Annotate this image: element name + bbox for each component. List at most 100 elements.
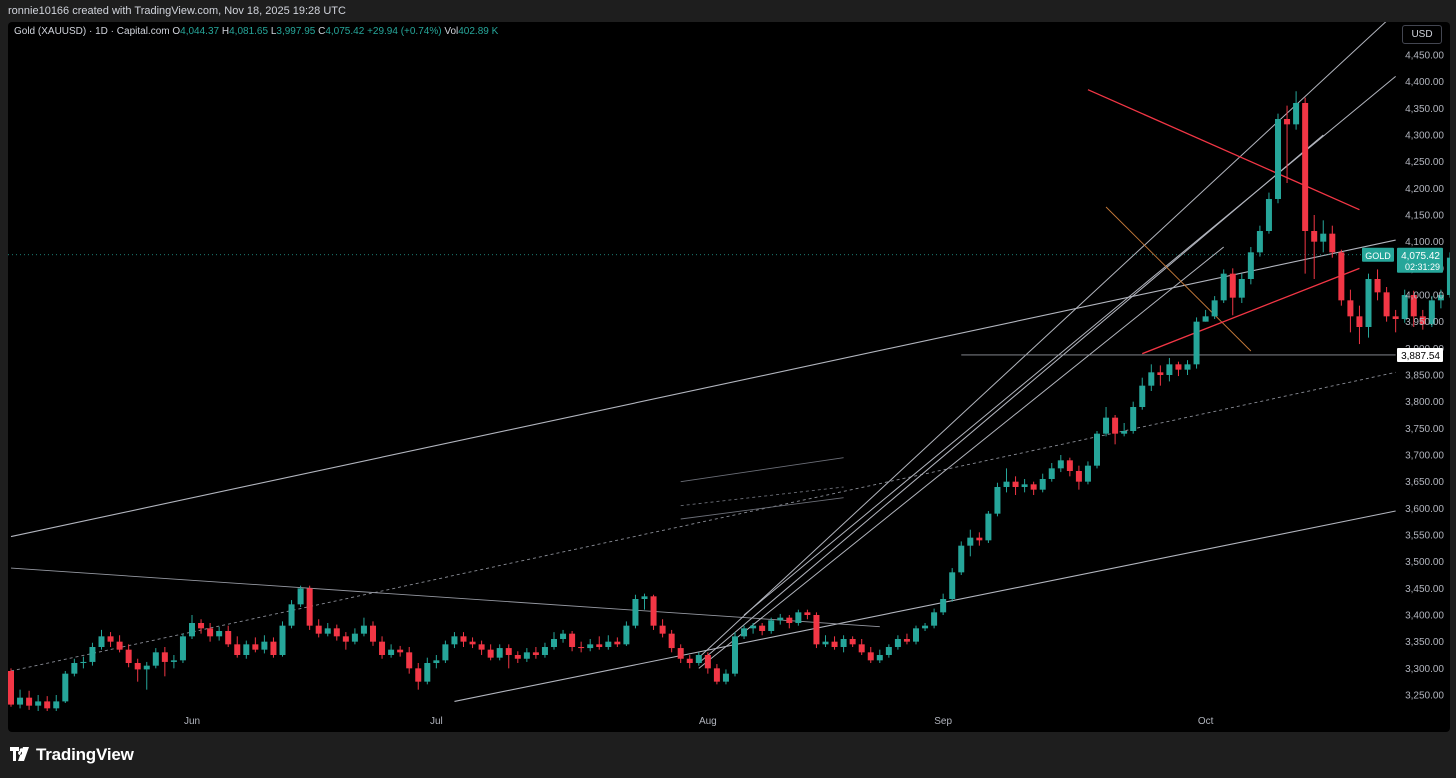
candle-body [659, 625, 666, 634]
candle-body [994, 487, 1001, 514]
candle-body [1112, 417, 1119, 434]
candle-body [478, 644, 485, 650]
y-axis-tick-label: 3,700.00 [1405, 451, 1444, 462]
volume-label: Vol [444, 26, 459, 37]
candle-body [795, 612, 802, 623]
candle-body [1220, 273, 1227, 301]
candle-body [279, 625, 286, 655]
candle-body [768, 620, 775, 631]
candle-body [306, 588, 313, 626]
mid-channel-dashed-line [10, 371, 1396, 672]
candle-body [351, 633, 358, 642]
candle-body [867, 652, 874, 661]
y-axis-tick-label: 3,350.00 [1405, 637, 1444, 648]
symbol-price-tag [1362, 247, 1394, 262]
candle-body [1175, 364, 1182, 370]
candle-body [370, 625, 376, 642]
candlestick-chart[interactable]: 3,250.00 3,300.00 3,350.00 3,400.00 3,450.00… [8, 22, 1450, 732]
fan-line-2 [698, 134, 1324, 664]
y-axis-tick-label: 3,250.00 [1405, 691, 1444, 702]
y-axis-tick-label: 3,450.00 [1405, 584, 1444, 595]
candle-body [885, 647, 892, 655]
y-axis-tick-label: 3,650.00 [1405, 477, 1444, 488]
short-line-b [680, 486, 844, 507]
candle-body [650, 596, 657, 626]
candle-body [469, 641, 476, 645]
candle-body [1347, 300, 1354, 317]
candle-body [1157, 372, 1164, 375]
credit-text: ronnie10166 created with TradingView.com… [8, 5, 346, 17]
candle-body [234, 644, 241, 655]
candle-body [722, 673, 729, 682]
candle-body [1256, 231, 1263, 253]
candle-body [913, 628, 919, 642]
currency-button[interactable]: USD [1402, 25, 1442, 44]
level-price-tag [1397, 347, 1443, 362]
y-axis-tick-label: 4,250.00 [1405, 157, 1444, 168]
candle-body [1103, 417, 1110, 434]
candle-body [107, 636, 114, 642]
candle-body [17, 697, 24, 705]
candle-body [1094, 433, 1100, 466]
y-axis-tick-label: 4,300.00 [1405, 131, 1444, 142]
y-axis-tick-label: 3,550.00 [1405, 531, 1444, 542]
x-axis-tick-label: Jun [184, 716, 200, 727]
descending-resistance-line [10, 567, 880, 628]
candle-body [252, 644, 259, 650]
candle-body [922, 625, 929, 629]
candle-body [605, 641, 612, 647]
y-axis-tick-label: 4,450.00 [1405, 51, 1444, 62]
candle-body [98, 636, 105, 647]
candle-body [1329, 233, 1336, 253]
candle-body [152, 652, 159, 666]
candle-body [35, 701, 42, 706]
high-value: 4,081.65 [229, 26, 269, 37]
candle-body [189, 623, 195, 637]
credit-bar: ronnie10166 created with TradingView.com… [0, 0, 1456, 22]
candle-body [1039, 479, 1046, 490]
candle-body [551, 639, 557, 647]
candle-body [1302, 103, 1309, 231]
candle-body [1021, 484, 1028, 487]
candle-body [813, 615, 820, 645]
candle-body [297, 588, 304, 605]
candle-body [614, 641, 621, 645]
candle-body [704, 655, 711, 669]
candle-body [1075, 471, 1082, 482]
change-value: +29.94 (+0.74%) [367, 26, 442, 37]
low-value: 3,997.95 [276, 26, 316, 37]
current-price-text: 4,075.42 [1401, 251, 1440, 262]
candle-body [433, 660, 440, 663]
candle-body [931, 612, 938, 626]
candle-body [1084, 465, 1091, 482]
candle-body [822, 641, 829, 645]
orange-descending-line [1105, 206, 1252, 352]
candle-body [143, 665, 150, 670]
y-axis-tick-label: 4,400.00 [1405, 77, 1444, 88]
candle-body [804, 612, 811, 615]
candle-body [288, 604, 295, 626]
footer: TradingView [0, 732, 1456, 778]
candle-body [460, 636, 467, 642]
candle-body [1247, 252, 1254, 279]
candle-body [840, 639, 847, 647]
candle-body [1284, 119, 1291, 125]
candle-body [1419, 316, 1426, 325]
candle-body [1275, 119, 1281, 199]
candle-body [1383, 292, 1390, 317]
candle-body [587, 644, 594, 649]
y-axis-tick-label: 4,350.00 [1405, 104, 1444, 115]
chart-pane[interactable]: 3,250.00 3,300.00 3,350.00 3,400.00 3,450.00… [8, 22, 1450, 732]
x-axis-tick-label: Aug [699, 716, 717, 727]
long-channel-upper-line [10, 239, 1396, 538]
candle-body [89, 647, 96, 662]
candle-body [360, 625, 367, 634]
candle-body [26, 697, 33, 706]
symbol-label: Gold (XAUUSD) · 1D · Capital.com [14, 26, 170, 37]
fan-line-4 [743, 75, 1396, 616]
candle-body [496, 648, 503, 658]
candle-body [261, 641, 268, 650]
x-axis-tick-label: Sep [934, 716, 952, 727]
candle-body [849, 639, 856, 645]
candle-body [134, 663, 141, 670]
